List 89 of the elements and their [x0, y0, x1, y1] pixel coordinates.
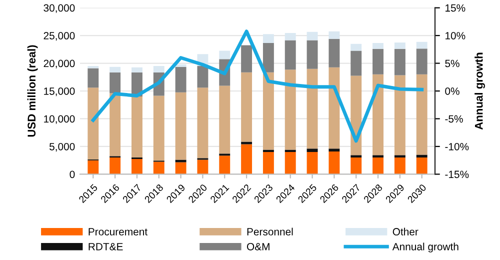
bar	[262, 43, 274, 72]
line-series	[91, 30, 424, 143]
bar	[197, 160, 208, 174]
bar	[416, 158, 428, 174]
bar	[284, 70, 296, 150]
y2-tick-label: 10%	[446, 32, 466, 40]
y-tick-label: 0	[70, 170, 75, 178]
bar	[306, 148, 318, 152]
bar	[219, 50, 230, 60]
bar	[328, 151, 340, 174]
bar	[350, 158, 362, 174]
bar	[88, 88, 99, 160]
bar	[306, 40, 318, 69]
y2-tick-label: -10%	[445, 142, 469, 150]
bar	[175, 92, 186, 160]
bar	[284, 40, 296, 70]
bar	[262, 72, 274, 150]
bar	[241, 144, 252, 174]
bar	[131, 67, 142, 72]
bar	[175, 162, 186, 174]
bar	[306, 32, 318, 40]
y2-tick-label: 0%	[445, 88, 460, 95]
y-axis-title: USD million (real)	[27, 45, 38, 137]
bar	[284, 150, 296, 152]
bar	[219, 86, 230, 154]
bar	[219, 156, 230, 174]
y-tick-label: 25,000	[44, 32, 75, 41]
bar	[284, 152, 296, 174]
y-tick-label: 30,000	[44, 4, 75, 13]
y-tick-label: 15,000	[44, 88, 75, 96]
legend-label: Other	[392, 228, 418, 236]
legend-label: O&M	[247, 242, 270, 250]
bar	[328, 38, 340, 68]
bar	[262, 150, 274, 152]
y-tick-label: 5,000	[49, 142, 75, 152]
bar	[241, 45, 252, 72]
bar	[350, 155, 362, 158]
bar	[372, 48, 384, 74]
bar	[153, 96, 164, 161]
bar	[88, 68, 99, 88]
bar	[110, 93, 121, 156]
bar	[372, 43, 384, 49]
bar	[175, 66, 186, 92]
bar	[131, 96, 142, 158]
bar	[328, 31, 340, 39]
bar	[394, 75, 406, 156]
bar	[197, 66, 208, 88]
bar	[88, 160, 99, 174]
y2-tick-label: -5%	[445, 115, 463, 123]
bar	[416, 154, 428, 158]
y2-axis-title: Annual growth	[474, 52, 485, 130]
bar	[175, 64, 186, 67]
y2-tick-label: -15%	[445, 170, 469, 178]
bar	[175, 160, 186, 162]
y-tick-label: 20,000	[44, 60, 75, 68]
bar	[372, 155, 384, 158]
bar	[416, 74, 428, 155]
bar	[416, 42, 428, 49]
bar	[153, 66, 164, 72]
bar	[350, 50, 362, 76]
y2-tick-label: 15%	[446, 4, 466, 12]
bar	[110, 66, 121, 72]
bar	[153, 162, 164, 174]
bar	[372, 158, 384, 174]
legend-label: Personnel	[247, 228, 293, 236]
bar	[284, 33, 296, 40]
bar	[110, 158, 121, 174]
bar	[262, 152, 274, 174]
bar	[350, 44, 362, 51]
bar	[394, 158, 406, 174]
legend-label: RDT&E	[88, 243, 123, 250]
bar	[262, 34, 274, 44]
legend-label: Procurement	[88, 228, 148, 236]
bar	[328, 148, 340, 152]
y2-tick-label: 5%	[445, 60, 460, 68]
bar	[306, 152, 318, 174]
bar	[131, 158, 142, 174]
y-tick-label: 10,000	[44, 115, 75, 124]
bar	[394, 42, 406, 49]
bar	[197, 88, 208, 158]
legend-label: Annual growth	[392, 242, 458, 252]
bar	[328, 67, 340, 149]
bar	[394, 155, 406, 158]
bar	[306, 68, 318, 149]
bar	[416, 48, 428, 74]
bar	[110, 72, 121, 94]
bar	[372, 74, 384, 156]
bar	[394, 48, 406, 76]
bar	[241, 72, 252, 142]
